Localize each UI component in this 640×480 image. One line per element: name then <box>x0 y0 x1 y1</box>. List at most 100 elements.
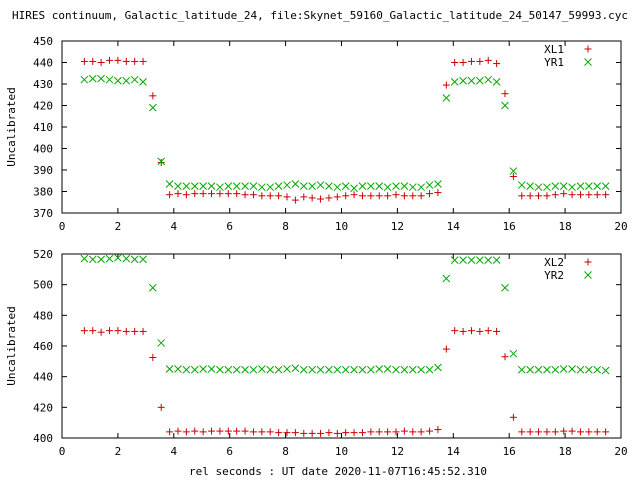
data-point-xl1 <box>476 57 484 65</box>
data-point-xl2 <box>139 327 147 335</box>
data-point-xl2 <box>417 428 425 436</box>
x-tick-label: 0 <box>59 220 66 233</box>
data-point-yr2 <box>601 366 610 375</box>
data-point-xl2 <box>291 429 299 437</box>
data-point-yr2 <box>383 365 392 373</box>
data-point-xl1 <box>526 192 534 200</box>
x-tick-label: 2 <box>115 220 122 233</box>
data-point-yr2 <box>139 255 147 264</box>
data-point-yr2 <box>216 365 224 374</box>
data-point-yr1 <box>182 182 191 190</box>
y-tick-label: 380 <box>33 186 53 199</box>
data-point-xl1 <box>131 57 139 65</box>
data-point-xl1 <box>266 192 274 200</box>
data-point-xl1 <box>333 193 341 201</box>
x-tick-label: 8 <box>282 220 289 233</box>
y-tick-label: 500 <box>33 279 53 292</box>
data-point-yr2 <box>459 256 467 264</box>
data-point-xl2 <box>551 428 559 436</box>
data-point-yr1 <box>366 182 375 190</box>
data-point-xl1 <box>149 92 157 100</box>
data-point-yr1 <box>216 183 224 192</box>
data-point-yr2 <box>534 365 543 374</box>
x-tick-label: 0 <box>59 445 66 458</box>
data-point-xl2 <box>476 327 484 335</box>
data-point-yr2 <box>593 365 602 374</box>
data-point-yr1 <box>585 182 593 190</box>
data-point-xl2 <box>325 429 333 437</box>
data-point-yr1 <box>576 182 585 190</box>
data-point-xl1 <box>208 190 216 198</box>
data-point-xl1 <box>233 190 241 198</box>
data-point-yr2 <box>333 365 342 374</box>
data-point-xl2 <box>174 427 182 435</box>
data-point-xl1 <box>434 189 442 197</box>
data-point-yr1 <box>392 182 400 190</box>
data-point-xl1 <box>593 191 601 199</box>
data-point-yr1 <box>274 182 283 190</box>
x-tick-label: 6 <box>226 445 233 458</box>
data-point-yr2 <box>316 365 325 374</box>
x-tick-label: 2 <box>115 445 122 458</box>
data-point-yr1 <box>130 75 139 84</box>
data-point-yr2 <box>408 365 417 374</box>
data-point-xl1 <box>97 59 105 66</box>
data-point-xl2 <box>384 428 392 436</box>
data-point-xl2 <box>233 427 241 435</box>
data-point-xl2 <box>560 427 568 435</box>
data-point-yr2 <box>551 365 560 374</box>
data-point-yr1 <box>559 182 568 190</box>
data-point-yr2 <box>165 365 174 373</box>
data-point-yr2 <box>392 365 400 374</box>
data-point-xl1 <box>291 196 299 204</box>
legend-label: YR1 <box>544 56 564 69</box>
data-point-xl2 <box>157 403 165 411</box>
data-point-yr2 <box>88 255 97 264</box>
data-point-yr2 <box>274 365 283 374</box>
data-point-xl1 <box>551 191 559 199</box>
data-point-yr2 <box>232 365 241 374</box>
data-point-yr2 <box>585 365 593 374</box>
data-point-yr1 <box>492 77 501 86</box>
data-point-yr1 <box>517 181 526 189</box>
data-point-xl1 <box>602 191 610 199</box>
data-point-yr1 <box>484 75 493 84</box>
y-tick-label: 420 <box>33 100 53 113</box>
data-point-yr1 <box>224 182 233 190</box>
y-tick-label: 450 <box>33 35 53 48</box>
x-tick-label: 8 <box>282 445 289 458</box>
data-point-yr1 <box>358 182 367 190</box>
data-point-yr2 <box>375 365 384 373</box>
data-point-xl2 <box>400 427 408 435</box>
data-point-yr1 <box>417 183 426 192</box>
data-point-xl1 <box>451 59 459 66</box>
data-point-xl1 <box>342 192 350 200</box>
data-point-xl2 <box>535 428 543 436</box>
y-tick-label: 400 <box>33 432 53 445</box>
data-point-xl2 <box>568 427 576 435</box>
data-point-yr2 <box>366 365 375 374</box>
data-point-yr1 <box>459 76 467 85</box>
data-point-yr1 <box>526 182 535 190</box>
data-point-xl2 <box>409 428 417 436</box>
data-point-yr2 <box>576 365 585 374</box>
data-point-xl1 <box>467 57 475 65</box>
data-point-xl2 <box>182 428 190 436</box>
data-point-xl1 <box>317 195 325 203</box>
data-point-xl2 <box>350 429 358 437</box>
data-point-xl2 <box>392 428 400 436</box>
data-point-yr2 <box>568 365 576 373</box>
data-point-xl1 <box>106 56 114 64</box>
data-point-xl1 <box>224 190 232 198</box>
data-point-xl1 <box>459 59 467 66</box>
data-point-yr2 <box>400 365 409 374</box>
data-point-xl1 <box>585 191 593 199</box>
legend-label: XL1 <box>544 43 564 56</box>
data-point-xl1 <box>258 192 266 200</box>
data-point-xl2 <box>518 428 526 436</box>
data-point-xl2 <box>434 426 442 434</box>
data-point-yr2 <box>241 365 249 374</box>
data-point-yr2 <box>517 365 526 374</box>
data-point-yr2 <box>341 365 350 374</box>
data-point-yr1 <box>207 182 216 190</box>
